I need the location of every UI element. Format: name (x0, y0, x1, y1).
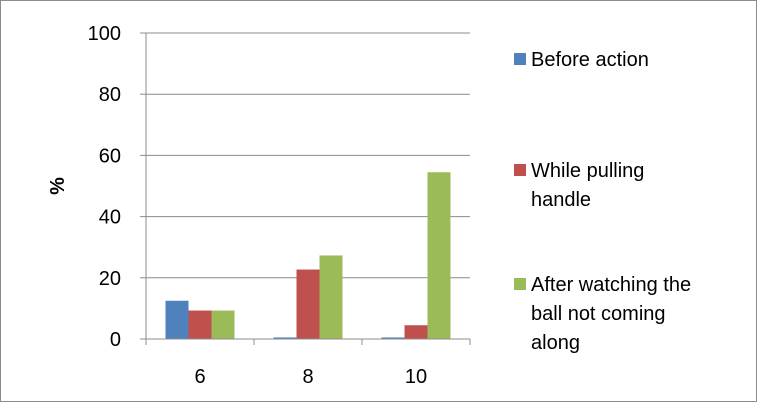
legend-label: Before action (531, 49, 649, 71)
legend-label: handle (531, 189, 591, 211)
bar (211, 310, 235, 339)
legend-swatch (514, 164, 526, 176)
bar (188, 310, 212, 339)
y-tick-label: 40 (99, 207, 121, 229)
x-tick-label: 8 (302, 366, 313, 388)
legend: Before action While pulling handle After wa… (514, 49, 691, 354)
legend-swatch (514, 53, 526, 65)
legend-label: After watching the (531, 274, 691, 296)
legend-label: While pulling (531, 160, 644, 182)
gridlines (146, 32, 470, 279)
y-axis-title: % (47, 177, 69, 195)
bar (427, 172, 451, 339)
bar (165, 300, 189, 339)
y-tick-label: 80 (99, 84, 121, 106)
legend-label: along (531, 332, 580, 354)
bars (165, 172, 451, 339)
y-tick-label: 0 (110, 329, 121, 351)
legend-label: ball not coming (531, 303, 666, 325)
axes: 0 20 40 60 80 100 6 8 10 (88, 23, 471, 388)
bar (273, 337, 297, 339)
legend-swatch (514, 278, 526, 290)
bar (296, 269, 320, 339)
y-tick-label: 100 (88, 23, 121, 45)
x-tick-label: 6 (194, 366, 205, 388)
bar (319, 255, 343, 339)
bar (381, 337, 405, 339)
bar (404, 325, 428, 339)
y-tick-label: 20 (99, 268, 121, 290)
x-tick-label: 10 (405, 366, 427, 388)
y-tick-label: 60 (99, 145, 121, 167)
